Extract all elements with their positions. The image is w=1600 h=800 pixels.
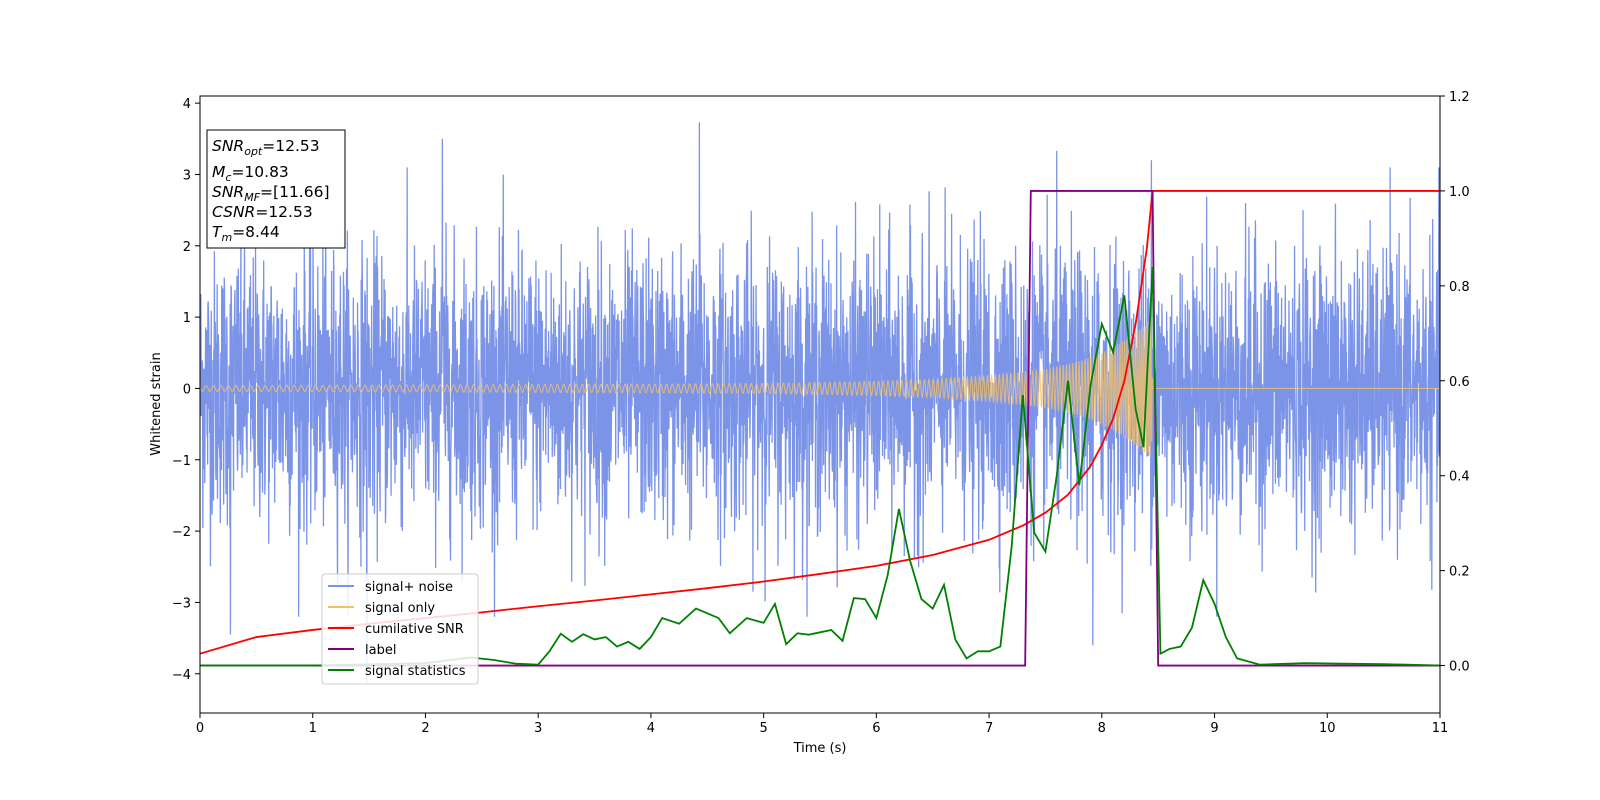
series-signal-noise xyxy=(200,122,1440,685)
legend-label-signal-noise: signal+ noise xyxy=(365,580,453,595)
x-tick-label: 11 xyxy=(1432,721,1449,736)
info-csnr: CSNR=12.53 xyxy=(212,203,313,221)
y-right-tick-label: 1.0 xyxy=(1449,185,1470,200)
y-right-tick-label: 0.0 xyxy=(1449,660,1470,675)
x-tick-label: 10 xyxy=(1319,721,1336,736)
legend-label-signal-only: signal only xyxy=(365,601,435,616)
series-label xyxy=(200,190,1440,667)
x-tick-label: 2 xyxy=(421,721,429,736)
y-left-tick-label: −2 xyxy=(172,525,191,540)
series-signal-statistics xyxy=(200,266,1440,667)
info-box: SNRopt=12.53 Mc=10.83 SNRMF=[11.66] CSNR… xyxy=(206,129,346,249)
y-right-tick-label: 0.4 xyxy=(1449,470,1470,485)
info-box-frame xyxy=(206,129,346,249)
x-tick-label: 8 xyxy=(1098,721,1106,736)
x-tick-label: 1 xyxy=(309,721,317,736)
plot-frame xyxy=(199,95,1441,714)
series-signal-only xyxy=(200,317,1440,458)
y-left-tick-label: 0 xyxy=(183,382,191,397)
y-right-tick-label: 0.2 xyxy=(1449,565,1470,580)
y-axis-label: Whitened strain xyxy=(149,352,164,455)
x-tick-label: 5 xyxy=(759,721,767,736)
y-right-tick-label: 1.2 xyxy=(1449,90,1470,105)
y-left-tick-label: 1 xyxy=(183,311,191,326)
legend-label-signal-statistics: signal statistics xyxy=(365,664,466,679)
x-tick-label: 0 xyxy=(196,721,204,736)
x-tick-label: 3 xyxy=(534,721,542,736)
y-right-tick-label: 0.6 xyxy=(1449,375,1470,390)
info-snr-opt: SNRopt=12.53 xyxy=(212,137,320,158)
legend-label-label: label xyxy=(365,643,396,658)
x-tick-label: 4 xyxy=(647,721,655,736)
x-tick-label: 9 xyxy=(1210,721,1218,736)
x-tick-label: 7 xyxy=(985,721,993,736)
legend: signal+ noise signal only cumilative SNR… xyxy=(321,573,479,685)
axes-layer: 0 1 2 3 4 5 6 7 8 9 10 11 −4 −3 −2 −1 0 1 2 3 4 0.0 0.2 0.4 0.6 0… xyxy=(172,90,1470,736)
y-left-tick-label: 2 xyxy=(183,240,191,255)
y-left-tick-label: 3 xyxy=(183,168,191,183)
y-left-tick-label: −4 xyxy=(172,668,191,683)
info-mc: Mc=10.83 xyxy=(212,163,289,184)
y-left-tick-label: −1 xyxy=(172,454,191,469)
x-axis-label: Time (s) xyxy=(793,741,847,756)
x-tick-label: 6 xyxy=(872,721,880,736)
info-tm: Tm=8.44 xyxy=(212,223,280,244)
y-right-tick-label: 0.8 xyxy=(1449,280,1470,295)
legend-label-cumulative-snr: cumilative SNR xyxy=(365,622,464,637)
y-left-tick-label: 4 xyxy=(183,97,191,112)
y-left-tick-label: −3 xyxy=(172,596,191,611)
info-snr-mf: SNRMF=[11.66] xyxy=(212,183,330,204)
legend-frame xyxy=(321,573,479,685)
